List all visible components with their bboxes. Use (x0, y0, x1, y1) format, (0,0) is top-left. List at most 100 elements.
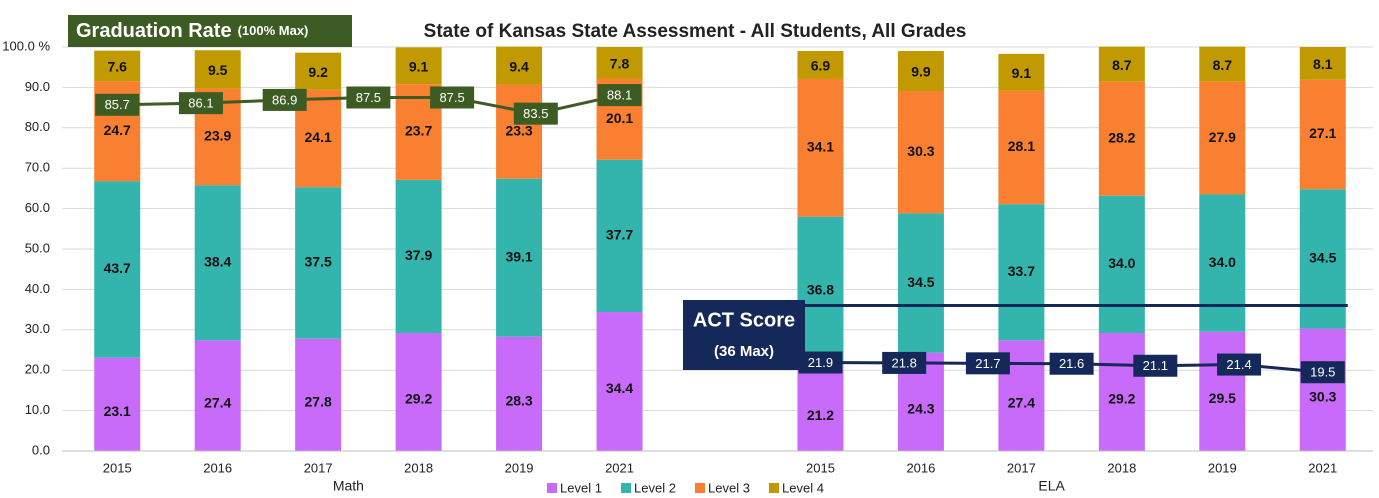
data-label: 28.2 (1108, 129, 1135, 145)
bar-segment (295, 187, 342, 339)
legend-swatch (769, 483, 779, 493)
bar-segment (596, 159, 643, 313)
bar-segment (496, 84, 543, 179)
chart-title: State of Kansas State Assessment - All S… (424, 21, 967, 42)
line-label-box (178, 92, 223, 115)
legend-label: Level 3 (708, 480, 750, 495)
line-label: 85.7 (105, 97, 130, 112)
data-label: 34.1 (807, 139, 834, 155)
x-tick-label: 2021 (605, 460, 634, 475)
bar-segment (1299, 79, 1346, 190)
y-tick-label: 70.0 (25, 160, 50, 175)
group-label: ELA (1038, 478, 1065, 494)
bar-segment (797, 51, 844, 79)
bar-segment (395, 333, 442, 451)
line-title-sub: (100% Max) (238, 23, 309, 38)
bar-segment (797, 365, 844, 451)
data-label: 37.9 (405, 247, 432, 263)
bar-segment (94, 357, 141, 451)
bar-segment (194, 340, 241, 451)
line-label: 21.6 (1059, 356, 1084, 371)
line-title: ACT Score (693, 309, 795, 331)
line-title-sub: (36 Max) (714, 343, 774, 360)
x-tick-label: 2018 (404, 460, 433, 475)
data-label: 29.2 (1108, 391, 1135, 407)
line-label: 86.9 (272, 92, 297, 107)
data-label: 28.3 (505, 393, 532, 409)
line-label-box (1133, 354, 1178, 377)
legend-swatch (695, 483, 705, 493)
data-label: 21.2 (807, 407, 834, 423)
data-label: 23.3 (505, 122, 532, 138)
bar-segment (897, 213, 944, 353)
data-label: 29.5 (1209, 390, 1236, 406)
bar-segment (998, 53, 1045, 91)
x-tick-label: 2019 (1208, 460, 1237, 475)
line-title-main: Graduation Rate (76, 20, 232, 42)
line-label-box (1300, 361, 1345, 384)
line-title-box (68, 15, 352, 47)
data-label: 27.8 (305, 394, 332, 410)
data-label: 34.0 (1108, 255, 1135, 271)
line-label-box (965, 352, 1010, 375)
bar-segment (1098, 333, 1145, 451)
line-label: 21.1 (1143, 358, 1168, 373)
line-label-box (798, 351, 843, 374)
bar-segment (596, 47, 643, 79)
legend-swatch (621, 483, 631, 493)
data-label: 29.2 (405, 391, 432, 407)
line-label: 21.9 (808, 355, 833, 370)
y-tick-label: 40.0 (25, 281, 50, 296)
data-label: 6.9 (811, 58, 831, 74)
bar-segment (596, 312, 643, 451)
line-label: 21.8 (892, 355, 917, 370)
bar-segment (1199, 46, 1246, 82)
x-tick-label: 2015 (806, 460, 835, 475)
y-tick-label: 90.0 (25, 79, 50, 94)
data-label: 37.7 (606, 227, 633, 243)
bar-segment (998, 204, 1045, 341)
data-label: 27.4 (1008, 394, 1035, 410)
bar-segment (998, 90, 1045, 205)
data-label: 34.5 (1309, 250, 1336, 266)
legend-label: Level 2 (634, 480, 676, 495)
line-label-box (1049, 352, 1094, 375)
bar-segment (1199, 81, 1246, 195)
data-label: 30.3 (907, 143, 934, 159)
data-label: 37.5 (305, 254, 332, 270)
data-label: 23.7 (405, 123, 432, 139)
data-label: 27.9 (1209, 129, 1236, 145)
data-label: 27.4 (204, 394, 231, 410)
data-label: 38.4 (204, 253, 231, 269)
data-label: 7.6 (107, 59, 127, 75)
bar-segment (94, 181, 141, 358)
data-label: 9.9 (911, 64, 931, 80)
data-label: 28.1 (1008, 138, 1035, 154)
line-title-box (683, 300, 805, 370)
bar-segment (1098, 195, 1145, 334)
y-tick-label: 60.0 (25, 200, 50, 215)
y-tick-label: 0.0 (32, 442, 50, 457)
line-label: 86.1 (188, 96, 213, 111)
bar-segment (797, 78, 844, 217)
x-tick-label: 2016 (906, 460, 935, 475)
data-label: 20.1 (606, 110, 633, 126)
x-tick-label: 2018 (1107, 460, 1136, 475)
data-label: 39.1 (505, 248, 532, 264)
data-label: 27.1 (1309, 125, 1336, 141)
data-label: 24.7 (104, 122, 131, 138)
bar-segment (897, 51, 944, 92)
line-label-box (346, 86, 391, 109)
data-label: 9.5 (208, 62, 228, 78)
line-label: 21.7 (975, 356, 1000, 371)
data-label: 8.1 (1313, 56, 1333, 72)
bar-segment (194, 185, 241, 341)
y-tick-label: 20.0 (25, 362, 50, 377)
line-label: 83.5 (523, 106, 548, 121)
line-label-box (513, 102, 558, 125)
data-label: 9.4 (509, 58, 529, 74)
bar-segment (1199, 331, 1246, 451)
legend-swatch (547, 483, 557, 493)
bar-segment (496, 336, 543, 451)
